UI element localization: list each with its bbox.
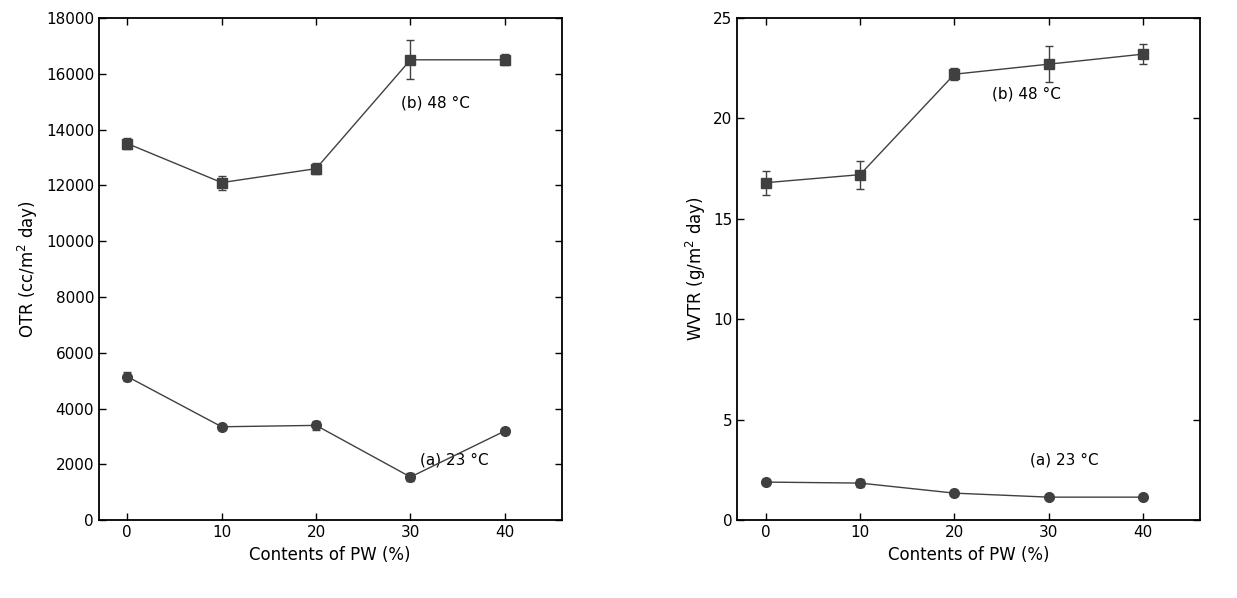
Y-axis label: WVTR (g/m$^2$ day): WVTR (g/m$^2$ day) — [684, 197, 708, 341]
Y-axis label: OTR (cc/m$^2$ day): OTR (cc/m$^2$ day) — [16, 200, 41, 338]
X-axis label: Contents of PW (%): Contents of PW (%) — [250, 546, 411, 564]
Text: (b) 48 °C: (b) 48 °C — [992, 86, 1061, 101]
Text: (a) 23 °C: (a) 23 °C — [419, 453, 489, 468]
Text: (b) 48 °C: (b) 48 °C — [401, 95, 470, 110]
Text: (a) 23 °C: (a) 23 °C — [1030, 452, 1098, 467]
X-axis label: Contents of PW (%): Contents of PW (%) — [888, 546, 1049, 564]
